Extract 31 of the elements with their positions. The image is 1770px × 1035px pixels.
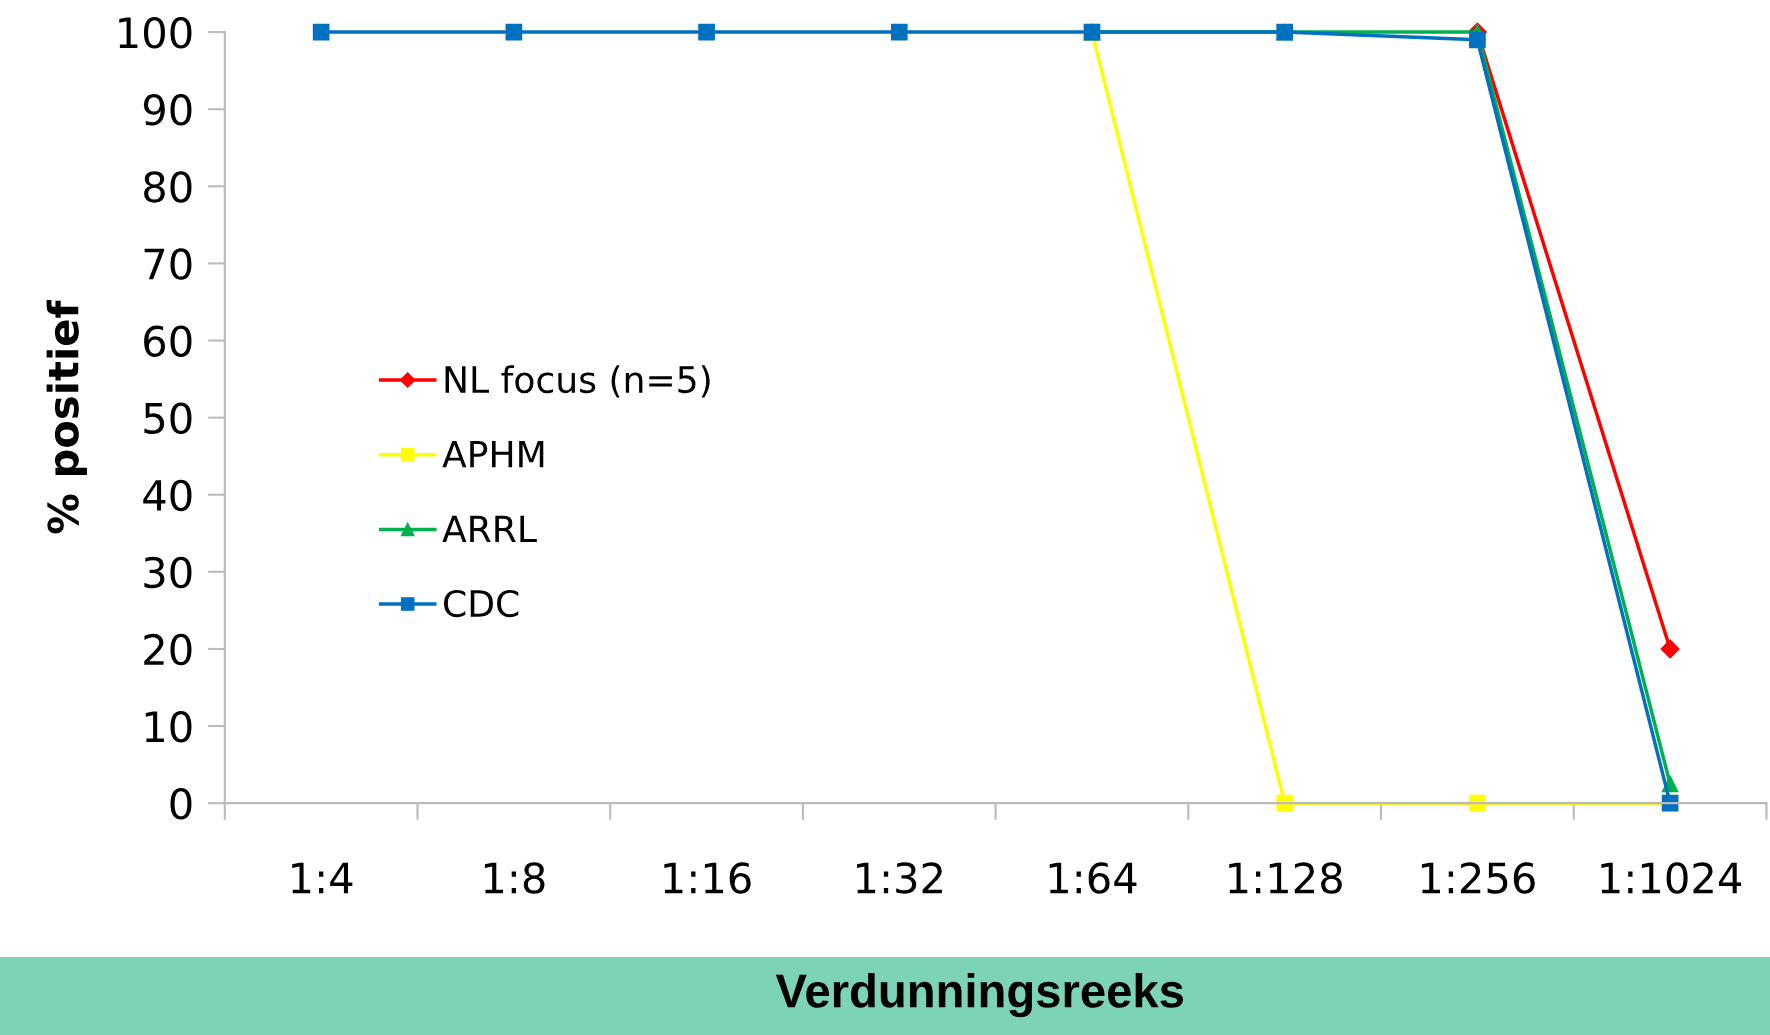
x-tick-label: 1:4 [292,862,353,894]
x-tick-label: 1:16 [664,862,751,894]
y-tick-label: 90 [143,94,192,126]
y-tick-label: 80 [144,171,192,203]
y-tick-label: 70 [144,248,192,280]
x-tick-label: 1:1024 [1601,862,1742,894]
y-tick-label: 100 [119,16,192,49]
point [1469,31,1486,49]
point [312,23,330,41]
x-tick-label: 1:256 [1421,862,1535,894]
y-tick-label: 50 [144,402,192,435]
x-tick-label: 1:32 [857,862,942,894]
point [505,23,523,41]
legend-label: ARRL [442,515,537,543]
x-tick-label: 1:128 [1229,862,1342,894]
point [698,23,715,41]
y-axis-title: % positief [46,300,87,534]
y-tick-label: 30 [144,556,192,589]
y-tick-label: 0 [170,788,192,820]
y-tick-label: 20 [144,633,192,666]
legend-label: APHM [442,441,544,468]
point [1660,639,1680,659]
x-axis-title: Verdunningsreeks [775,973,1183,1018]
x-tick-label: 1:8 [484,862,545,894]
legend-label: NL focus (n=5) [445,365,710,398]
legend-label: CDC [444,589,519,618]
y-tick-label: 40 [143,479,192,512]
y-tick-label: 10 [145,710,192,743]
point [890,23,908,41]
y-tick-label: 60 [144,325,192,357]
x-tick-label: 1:64 [1049,862,1137,894]
